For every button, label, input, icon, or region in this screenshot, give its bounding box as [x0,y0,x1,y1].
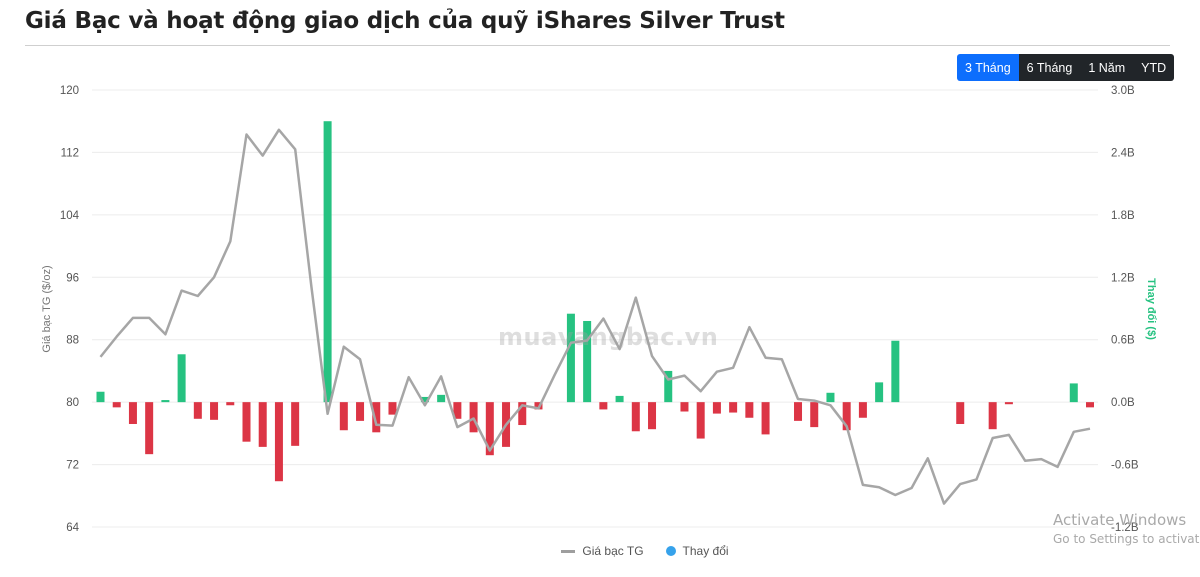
activate-windows-overlay: Activate Windows Go to Settings to activ… [1053,511,1200,546]
right-tick-label: -1.2B [1111,522,1139,534]
range-ytd-button[interactable]: YTD [1133,54,1175,81]
positive-change-bar[interactable] [323,121,332,403]
negative-change-bar[interactable] [339,402,348,431]
negative-change-bar[interactable] [858,402,867,418]
right-tick-label: 2.4B [1111,147,1135,159]
right-tick-label: 0.6B [1111,335,1135,347]
negative-change-bar[interactable] [599,402,608,410]
positive-change-bar[interactable] [615,395,624,403]
right-tick-label: -0.6B [1111,460,1139,472]
range-6-months-button[interactable]: 6 Tháng [1018,54,1081,81]
silver-price-line [99,128,1091,505]
negative-change-bar[interactable] [372,402,381,433]
positive-change-bar[interactable] [437,394,446,403]
negative-change-bar[interactable] [842,402,851,431]
right-tick-label: 3.0B [1111,85,1135,97]
negative-change-bar[interactable] [291,402,300,446]
left-tick-label: 80 [66,397,79,409]
positive-change-bar[interactable] [161,400,170,403]
positive-change-bar[interactable] [566,313,575,403]
positive-change-bar[interactable] [420,396,429,403]
negative-change-bar[interactable] [956,402,965,424]
chart-legend: Giá bạc TG Thay đổi [0,544,1200,558]
negative-change-bar[interactable] [242,402,251,442]
negative-change-bar[interactable] [729,402,738,413]
negative-change-bar[interactable] [210,402,219,420]
negative-change-bar[interactable] [128,402,137,424]
negative-change-bar[interactable] [648,402,657,430]
left-tick-label: 64 [66,522,79,534]
left-axis-label: Giá bạc TG ($/oz) [41,265,53,352]
negative-change-bar[interactable] [226,402,235,406]
time-range-selector: 3 Tháng 6 Tháng 1 Năm YTD [957,54,1175,81]
title-divider [25,45,1170,46]
positive-change-bar[interactable] [664,370,673,403]
negative-change-bar[interactable] [631,402,640,432]
right-axis-label: Thay đổi ($) [1145,278,1157,340]
positive-change-bar[interactable] [177,354,186,403]
range-1-year-button[interactable]: 1 Năm [1080,54,1134,81]
activate-windows-title: Activate Windows [1053,511,1187,529]
change-bars [96,121,1094,482]
negative-change-bar[interactable] [745,402,754,418]
left-tick-label: 88 [66,335,79,347]
negative-change-bar[interactable] [680,402,689,412]
positive-change-bar[interactable] [826,392,835,403]
negative-change-bar[interactable] [761,402,770,435]
negative-change-bar[interactable] [193,402,202,419]
left-tick-label: 120 [60,85,79,97]
negative-change-bar[interactable] [518,402,527,426]
negative-change-bar[interactable] [794,402,803,421]
negative-change-bar[interactable] [988,402,997,430]
left-tick-label: 112 [61,147,79,159]
negative-change-bar[interactable] [453,402,462,419]
left-axis-ticks: 120 112 104 96 88 80 72 64 [60,85,80,534]
right-tick-label: 1.2B [1111,272,1135,284]
negative-change-bar[interactable] [1004,402,1013,405]
dot-swatch-icon [665,546,676,556]
negative-change-bar[interactable] [485,402,494,456]
left-tick-label: 104 [60,210,80,222]
line-swatch-icon [561,549,576,553]
positive-change-bar[interactable] [1069,383,1078,403]
legend-label-price: Giá bạc TG [582,544,644,558]
negative-change-bar[interactable] [258,402,267,447]
legend-item-price[interactable]: Giá bạc TG [561,544,644,558]
legend-label-change: Thay đổi [682,544,729,558]
range-3-months-button[interactable]: 3 Tháng [957,54,1019,81]
watermark: muavangbac.vn [498,323,719,351]
negative-change-bar[interactable] [696,402,705,439]
negative-change-bar[interactable] [388,402,397,415]
positive-change-bar[interactable] [875,382,884,403]
page-title: Giá Bạc và hoạt động giao dịch của quỹ i… [25,8,785,34]
negative-change-bar[interactable] [274,402,283,482]
right-tick-label: 0.0B [1111,397,1135,409]
negative-change-bar[interactable] [1086,402,1094,408]
left-tick-label: 96 [66,272,79,284]
negative-change-bar[interactable] [712,402,721,414]
negative-change-bar[interactable] [810,402,819,428]
positive-change-bar[interactable] [96,391,105,403]
negative-change-bar[interactable] [469,402,478,433]
negative-change-bar[interactable] [145,402,154,455]
activate-windows-hint: Go to Settings to activate [1053,532,1200,546]
left-tick-label: 72 [66,460,79,472]
legend-item-change[interactable]: Thay đổi [665,544,729,558]
right-tick-label: 1.8B [1111,210,1135,222]
positive-change-bar[interactable] [891,340,900,403]
right-axis-ticks: 3.0B 2.4B 1.8B 1.2B 0.6B 0.0B -0.6B -1.2B [1111,85,1139,534]
positive-change-bar[interactable] [583,320,592,403]
negative-change-bar[interactable] [112,402,121,408]
negative-change-bar[interactable] [356,402,365,421]
